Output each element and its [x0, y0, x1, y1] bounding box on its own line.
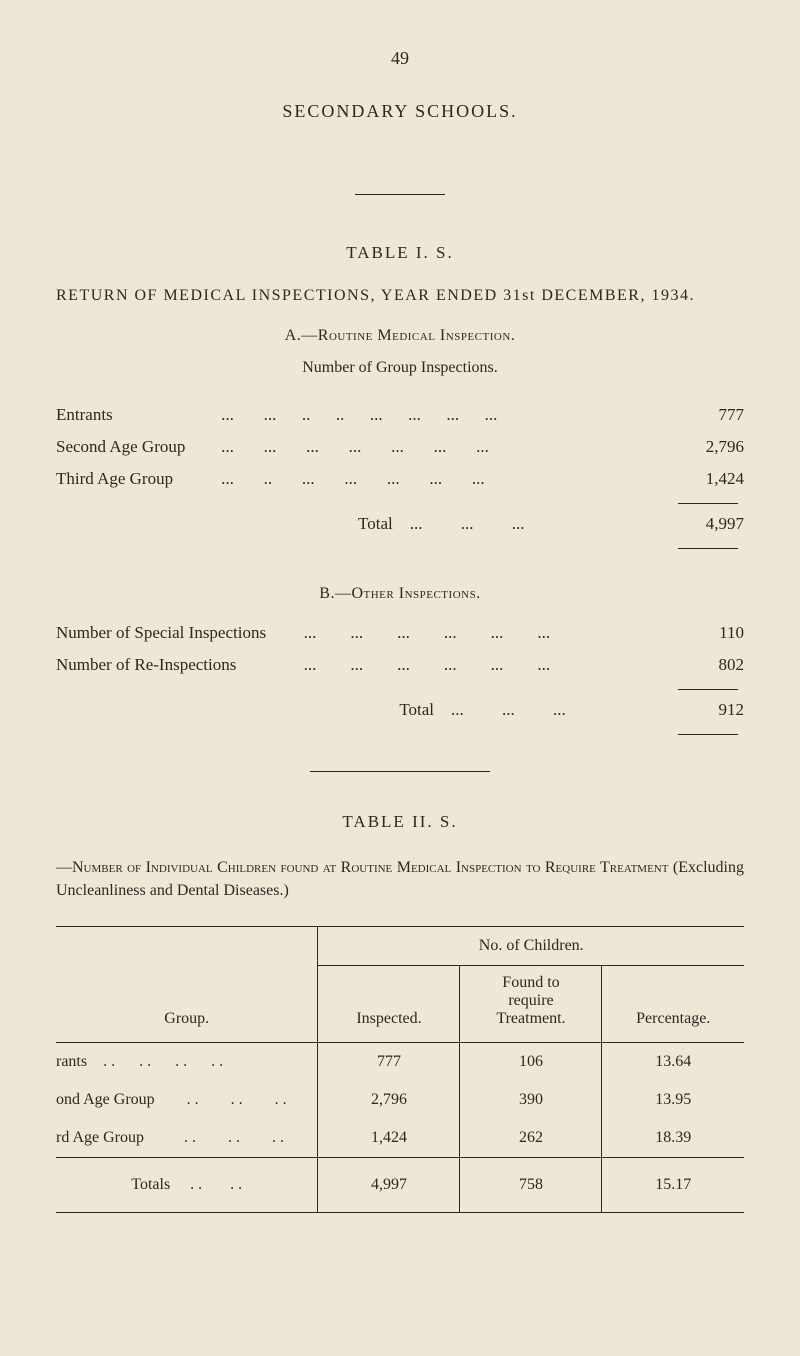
cell-percentage: 13.64: [602, 1043, 744, 1082]
section-heading: SECONDARY SCHOOLS.: [56, 101, 744, 122]
total-rule: [678, 689, 738, 690]
col-header: Group.: [56, 966, 318, 1043]
list-row: Third Age Group ... .. ... ... ... ... .…: [56, 463, 744, 495]
treatment-paragraph: —Number of Individual Children found at …: [56, 856, 744, 902]
cell-inspected: 1,424: [318, 1119, 460, 1158]
list-value: 802: [661, 649, 744, 681]
totals-row: Totals . . . . 4,997 758 15.17: [56, 1158, 744, 1213]
list-spacer: ... .. ... ... ... ... ...: [221, 463, 661, 495]
subhead-a-line: Number of Group Inspections.: [56, 359, 744, 377]
page: 49 SECONDARY SCHOOLS. TABLE I. S. RETURN…: [0, 0, 800, 1253]
list-value: 1,424: [661, 463, 744, 495]
total-row: Total ... ... ... 4,997: [56, 508, 744, 540]
list-label: Second Age Group: [56, 431, 221, 463]
list-value: 777: [661, 399, 744, 431]
cell-group: rd Age Group . . . . . .: [56, 1119, 318, 1158]
totals-label: Totals . . . .: [56, 1158, 318, 1213]
rule-medium: [310, 771, 490, 772]
totals-found: 758: [460, 1158, 602, 1213]
table-2-title: TABLE II. S.: [56, 812, 744, 832]
col-group-header: No. of Children.: [318, 927, 744, 966]
col-header: Inspected.: [318, 966, 460, 1043]
list-row: Entrants ... ... .. .. ... ... ... ... 7…: [56, 399, 744, 431]
list-label: Entrants: [56, 399, 221, 431]
page-number: 49: [56, 48, 744, 69]
table-1-title: TABLE I. S.: [56, 243, 744, 263]
total-rule-below: [678, 734, 738, 735]
subhead-b: B.—Other Inspections.: [56, 585, 744, 603]
rule-short: [355, 194, 445, 195]
list-row: Number of Re-Inspections ... ... ... ...…: [56, 649, 744, 681]
cell-group: ond Age Group . . . . . .: [56, 1081, 318, 1119]
total-row: Total ... ... ... 912: [56, 694, 744, 726]
list-spacer: ... ... ... ... ... ...: [304, 649, 662, 681]
table-header-row-1: No. of Children.: [56, 927, 744, 966]
group-a-listing: Entrants ... ... .. .. ... ... ... ... 7…: [56, 399, 744, 495]
group-b-listing: Number of Special Inspections ... ... ..…: [56, 617, 744, 681]
list-label: Number of Special Inspections: [56, 617, 304, 649]
table-header-row-2: Group. Inspected. Found to require Treat…: [56, 966, 744, 1043]
list-label: Number of Re-Inspections: [56, 649, 304, 681]
col-header: Found to require Treatment.: [460, 966, 602, 1043]
cell-percentage: 13.95: [602, 1081, 744, 1119]
subhead-a: A.—Routine Medical Inspection.: [56, 327, 744, 345]
list-spacer: ... ... .. .. ... ... ... ...: [221, 399, 661, 431]
cell-found: 262: [460, 1119, 602, 1158]
cell-group: rants . . . . . . . .: [56, 1043, 318, 1082]
totals-inspected: 4,997: [318, 1158, 460, 1213]
cell-percentage: 18.39: [602, 1119, 744, 1158]
cell-found: 390: [460, 1081, 602, 1119]
list-label: Third Age Group: [56, 463, 221, 495]
table-row: ond Age Group . . . . . . 2,796 390 13.9…: [56, 1081, 744, 1119]
list-value: 2,796: [661, 431, 744, 463]
total-value: 912: [661, 694, 744, 726]
treatment-table: No. of Children. Group. Inspected. Found…: [56, 926, 744, 1213]
para-prefix: —Number of Individual Children found at …: [56, 859, 668, 876]
total-value: 4,997: [661, 508, 744, 540]
list-value: 110: [661, 617, 744, 649]
table-row: rd Age Group . . . . . . 1,424 262 18.39: [56, 1119, 744, 1158]
table-row: rants . . . . . . . . 777 106 13.64: [56, 1043, 744, 1082]
total-label: Total ... ... ...: [221, 508, 661, 540]
list-row: Number of Special Inspections ... ... ..…: [56, 617, 744, 649]
cell-found: 106: [460, 1043, 602, 1082]
return-line: RETURN OF MEDICAL INSPECTIONS, YEAR ENDE…: [56, 287, 744, 305]
total-label: Total ... ... ...: [304, 694, 662, 726]
list-row: Second Age Group ... ... ... ... ... ...…: [56, 431, 744, 463]
group-a-total: Total ... ... ... 4,997: [56, 508, 744, 540]
totals-percentage: 15.17: [602, 1158, 744, 1213]
list-spacer: ... ... ... ... ... ... ...: [221, 431, 661, 463]
cell-inspected: 2,796: [318, 1081, 460, 1119]
total-rule-below: [678, 548, 738, 549]
total-rule: [678, 503, 738, 504]
cell-inspected: 777: [318, 1043, 460, 1082]
group-b-total: Total ... ... ... 912: [56, 694, 744, 726]
col-header: Percentage.: [602, 966, 744, 1043]
list-spacer: ... ... ... ... ... ...: [304, 617, 662, 649]
